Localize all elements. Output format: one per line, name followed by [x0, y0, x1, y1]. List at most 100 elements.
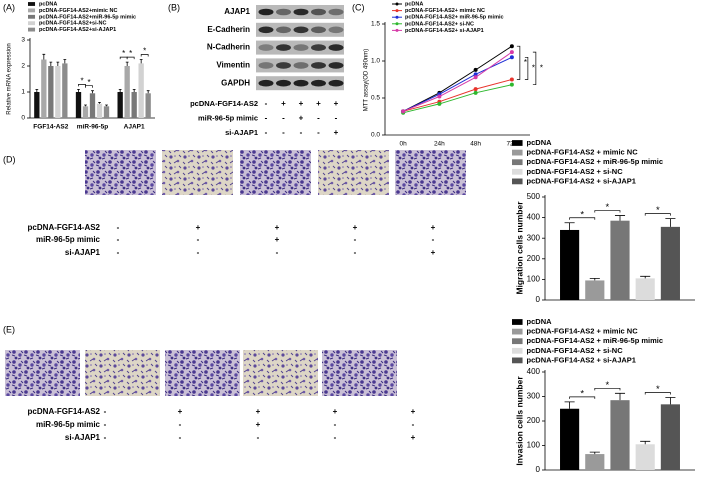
legend-swatch	[512, 149, 523, 156]
blot-band	[258, 62, 274, 69]
significance-label: *	[80, 77, 83, 86]
error-bar	[640, 275, 651, 279]
line	[403, 84, 512, 114]
y-tick-label: 400	[527, 213, 541, 222]
significance-bracket	[594, 387, 621, 391]
x-tick-label: 24h	[434, 141, 445, 148]
protein-label: GAPDH	[221, 78, 250, 87]
condition-sign: +	[275, 235, 280, 244]
point	[401, 109, 406, 114]
significance-label: *	[129, 49, 132, 58]
condition-sign: -	[334, 420, 337, 429]
significance-label: *	[122, 49, 125, 58]
condition-label: pcDNA-FGF14-AS2	[190, 99, 258, 108]
legend-swatch	[512, 140, 523, 146]
legend-marker	[395, 15, 399, 19]
blot-band	[276, 79, 291, 87]
blot-band	[328, 79, 344, 87]
condition-label: pcDNA-FGF14-AS2	[28, 223, 101, 232]
legend-swatch	[28, 2, 36, 6]
y-axis-label: Relative mRNA expression	[7, 43, 13, 114]
legend-swatch	[512, 159, 523, 166]
blot-band	[311, 79, 326, 87]
significance-label: *	[87, 78, 90, 87]
condition-label: miR-96-5p mimic	[198, 113, 258, 122]
bar	[55, 66, 61, 118]
blot-band	[293, 62, 309, 69]
error-bar	[84, 104, 87, 107]
significance-label: *	[656, 384, 660, 395]
blot-band	[276, 62, 291, 69]
condition-sign: +	[333, 407, 338, 416]
legend-label: pcDNA-FGF14-AS2+si-AJAP1	[39, 27, 116, 33]
x-tick-label: 0h	[400, 141, 408, 148]
condition-sign: -	[104, 407, 107, 416]
y-tick-label: 100	[527, 275, 541, 284]
micrograph	[395, 150, 466, 195]
x-tick-label: miR-96-5p	[77, 124, 108, 131]
condition-label: si-AJAP1	[65, 433, 101, 442]
significance-label: *	[580, 388, 584, 399]
blot-band	[328, 8, 344, 16]
condition-sign: -	[432, 235, 435, 244]
condition-sign: +	[334, 128, 339, 137]
y-tick-label: 300	[527, 392, 541, 401]
bar	[560, 408, 580, 470]
significance-label: *	[656, 205, 660, 216]
bar	[62, 63, 68, 118]
significance-label: *	[143, 47, 146, 56]
point	[509, 44, 514, 49]
condition-sign: +	[281, 99, 286, 108]
point	[473, 87, 478, 92]
bar	[635, 278, 655, 300]
error-bar	[146, 90, 150, 94]
legend-swatch	[512, 347, 523, 354]
error-bar	[589, 451, 600, 455]
condition-sign: +	[256, 420, 261, 429]
point	[509, 82, 514, 87]
condition-sign: +	[431, 248, 436, 257]
significance-bracket	[644, 392, 671, 395]
significance-bracket	[140, 54, 149, 57]
legend-label: pcDNA-FGF14-AS2 + mimic NC	[527, 327, 639, 336]
condition-sign: -	[300, 128, 303, 137]
significance-label: *	[606, 380, 610, 391]
y-tick-label: 100	[527, 441, 541, 450]
point	[473, 75, 478, 80]
error-bar	[640, 440, 651, 445]
significance-bracket	[524, 56, 529, 80]
x-tick-label: AJAP1	[124, 124, 145, 131]
condition-sign: -	[265, 128, 268, 137]
legend-label: pcDNA-FGF14-AS2 + miR-96-5p mimic	[527, 336, 664, 345]
condition-sign: +	[411, 433, 416, 442]
condition-sign: -	[317, 128, 320, 137]
y-tick-label: 500	[527, 192, 541, 201]
legend-marker	[395, 2, 399, 6]
point	[437, 94, 442, 99]
significance-bracket	[594, 210, 621, 213]
panel-label: (C)	[352, 2, 365, 12]
condition-sign: -	[104, 420, 107, 429]
y-tick-label: 3	[21, 37, 25, 44]
bar	[82, 106, 89, 118]
significance-bracket	[532, 51, 537, 86]
error-bar	[564, 401, 575, 409]
legend-label: pcDNA-FGF14-AS2+ si-NC	[405, 21, 474, 27]
point	[437, 101, 442, 106]
panel-label: (D)	[3, 154, 16, 164]
blot-strip	[256, 58, 344, 73]
condition-sign: +	[178, 407, 183, 416]
protein-label: N-Cadherin	[207, 43, 250, 52]
condition-sign: -	[354, 235, 357, 244]
blot-band	[293, 44, 309, 51]
bar	[124, 66, 130, 118]
y-tick-label: 300	[527, 233, 541, 242]
blot-band	[311, 44, 326, 51]
condition-sign: -	[257, 433, 260, 442]
condition-sign: -	[197, 248, 200, 257]
y-tick-label: 200	[527, 416, 541, 425]
error-bar	[665, 218, 676, 227]
blot-band	[328, 62, 344, 69]
